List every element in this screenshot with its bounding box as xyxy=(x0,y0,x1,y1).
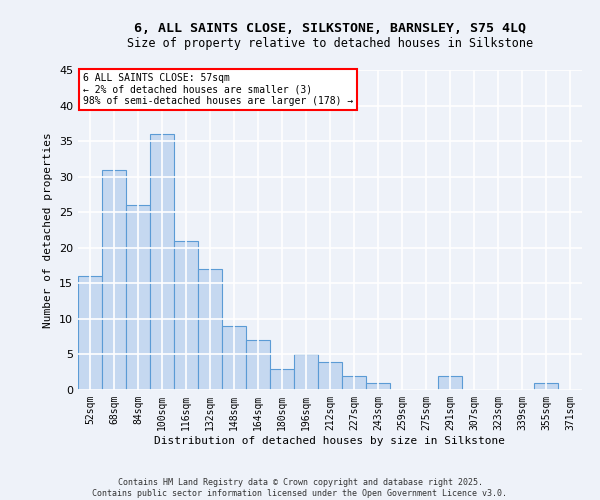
Bar xyxy=(126,205,150,390)
Bar xyxy=(222,326,246,390)
Text: Contains HM Land Registry data © Crown copyright and database right 2025.
Contai: Contains HM Land Registry data © Crown c… xyxy=(92,478,508,498)
Y-axis label: Number of detached properties: Number of detached properties xyxy=(43,132,53,328)
Bar xyxy=(198,269,222,390)
X-axis label: Distribution of detached houses by size in Silkstone: Distribution of detached houses by size … xyxy=(155,436,505,446)
Bar xyxy=(102,170,126,390)
Bar xyxy=(150,134,174,390)
Bar xyxy=(246,340,270,390)
Bar xyxy=(294,354,318,390)
Bar xyxy=(342,376,366,390)
Text: Size of property relative to detached houses in Silkstone: Size of property relative to detached ho… xyxy=(127,38,533,51)
Bar xyxy=(318,362,342,390)
Text: 6 ALL SAINTS CLOSE: 57sqm
← 2% of detached houses are smaller (3)
98% of semi-de: 6 ALL SAINTS CLOSE: 57sqm ← 2% of detach… xyxy=(83,73,353,106)
Bar xyxy=(270,368,294,390)
Bar xyxy=(366,383,390,390)
Bar xyxy=(174,240,198,390)
Text: 6, ALL SAINTS CLOSE, SILKSTONE, BARNSLEY, S75 4LQ: 6, ALL SAINTS CLOSE, SILKSTONE, BARNSLEY… xyxy=(134,22,526,36)
Bar xyxy=(78,276,102,390)
Bar xyxy=(534,383,558,390)
Bar xyxy=(438,376,462,390)
